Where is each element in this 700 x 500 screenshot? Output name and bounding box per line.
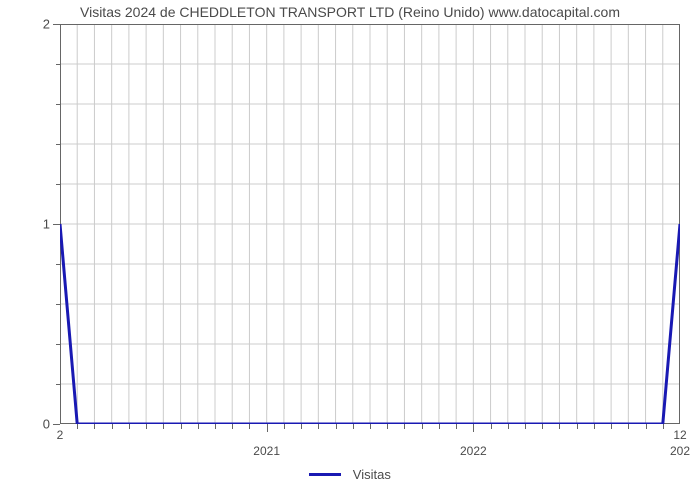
- y-major-tick: [53, 24, 60, 25]
- x-minor-tick: [146, 424, 147, 429]
- x-minor-tick: [594, 424, 595, 429]
- chart-title: Visitas 2024 de CHEDDLETON TRANSPORT LTD…: [0, 4, 700, 20]
- x-minor-tick: [249, 424, 250, 429]
- x-minor-tick: [232, 424, 233, 429]
- legend-swatch: [309, 473, 341, 476]
- y-minor-tick: [56, 304, 60, 305]
- x-edge-label-right-bottom: 202: [670, 444, 690, 458]
- y-minor-tick: [56, 184, 60, 185]
- legend-label: Visitas: [353, 467, 391, 482]
- y-minor-tick: [56, 344, 60, 345]
- plot-area: [60, 24, 680, 424]
- x-minor-tick: [577, 424, 578, 429]
- x-minor-tick: [525, 424, 526, 429]
- y-tick-label: 2: [30, 17, 50, 32]
- x-year-label: 2022: [460, 444, 487, 458]
- x-minor-tick: [370, 424, 371, 429]
- x-minor-tick: [94, 424, 95, 429]
- x-minor-tick: [611, 424, 612, 429]
- x-minor-tick: [508, 424, 509, 429]
- x-minor-tick: [456, 424, 457, 429]
- x-minor-tick: [318, 424, 319, 429]
- chart-container: { "chart": { "type": "line", "title": "V…: [0, 0, 700, 500]
- x-minor-tick: [491, 424, 492, 429]
- x-minor-tick: [129, 424, 130, 429]
- x-minor-tick: [181, 424, 182, 429]
- y-minor-tick: [56, 144, 60, 145]
- x-minor-tick: [353, 424, 354, 429]
- x-minor-tick: [215, 424, 216, 429]
- x-minor-tick: [542, 424, 543, 429]
- x-minor-tick: [387, 424, 388, 429]
- x-major-tick: [267, 424, 268, 432]
- x-minor-tick: [628, 424, 629, 429]
- x-minor-tick: [284, 424, 285, 429]
- x-edge-label-left: 2: [57, 428, 64, 442]
- y-minor-tick: [56, 64, 60, 65]
- y-minor-tick: [56, 384, 60, 385]
- y-minor-tick: [56, 264, 60, 265]
- x-minor-tick: [646, 424, 647, 429]
- y-tick-label: 1: [30, 217, 50, 232]
- y-major-tick: [53, 424, 60, 425]
- legend: Visitas: [0, 466, 700, 482]
- x-minor-tick: [663, 424, 664, 429]
- y-minor-tick: [56, 104, 60, 105]
- x-minor-tick: [163, 424, 164, 429]
- x-minor-tick: [559, 424, 560, 429]
- y-tick-label: 0: [30, 417, 50, 432]
- x-minor-tick: [301, 424, 302, 429]
- x-minor-tick: [422, 424, 423, 429]
- y-major-tick: [53, 224, 60, 225]
- x-edge-label-right-top: 12: [673, 428, 686, 442]
- x-minor-tick: [198, 424, 199, 429]
- x-year-label: 2021: [253, 444, 280, 458]
- x-minor-tick: [77, 424, 78, 429]
- x-minor-tick: [112, 424, 113, 429]
- x-minor-tick: [336, 424, 337, 429]
- x-minor-tick: [439, 424, 440, 429]
- x-minor-tick: [404, 424, 405, 429]
- x-major-tick: [473, 424, 474, 432]
